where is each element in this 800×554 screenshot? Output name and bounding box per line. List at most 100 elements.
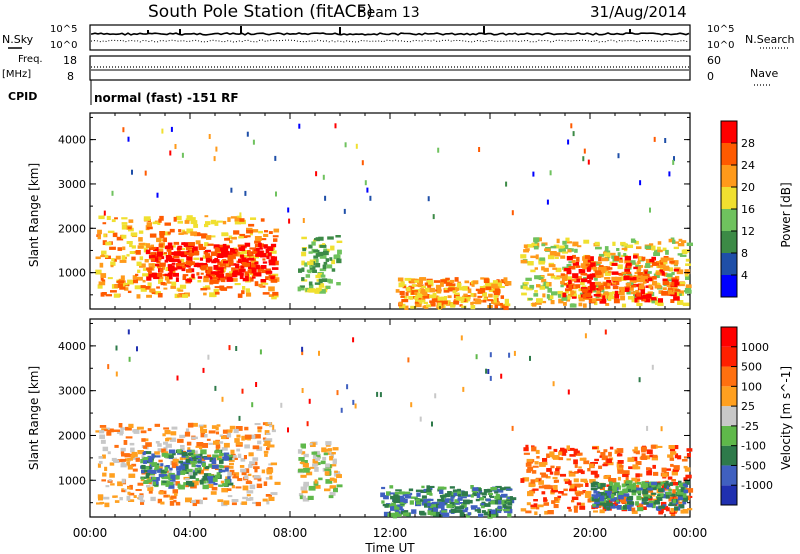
echo-cell	[547, 254, 555, 260]
echo-cell	[383, 511, 390, 517]
echo-cell	[255, 501, 261, 507]
echo-cell	[603, 475, 609, 479]
echo-cell	[191, 217, 196, 221]
echo-cell	[657, 506, 661, 512]
echo-cell	[606, 458, 612, 464]
echo-cell	[673, 465, 680, 470]
echo-cell	[331, 268, 336, 272]
echo-cell	[178, 251, 185, 256]
echo-cell	[171, 262, 176, 265]
echo-cell	[619, 464, 624, 468]
echo-cell	[130, 447, 135, 453]
velocity-echoes	[95, 329, 694, 519]
echo-cell	[120, 463, 127, 468]
echo-cell	[150, 472, 155, 476]
echo-cell	[221, 253, 228, 258]
echo-cell	[190, 220, 198, 225]
echo-cell	[555, 468, 560, 472]
echo-cell	[672, 239, 676, 244]
echo-cell	[671, 272, 675, 276]
echo-cell	[334, 470, 338, 473]
echo-cell	[618, 453, 623, 457]
echo-cell	[98, 215, 105, 220]
echo-cell	[543, 502, 550, 506]
echo-speckle	[427, 196, 430, 202]
echo-cell	[326, 264, 333, 269]
echo-cell	[170, 495, 177, 499]
echo-cell	[626, 485, 633, 489]
echo-cell	[161, 474, 168, 477]
echo-cell	[389, 492, 395, 495]
echo-cell	[594, 474, 600, 478]
echo-cell	[622, 470, 630, 476]
echo-cell	[242, 286, 246, 290]
echo-cell	[235, 486, 242, 489]
echo-cell	[185, 260, 192, 264]
echo-cell	[190, 231, 198, 236]
echo-cell	[447, 295, 452, 299]
echo-cell	[463, 293, 468, 296]
echo-speckle	[489, 352, 492, 358]
cpid-panel: CPID normal (fast) -151 RF	[8, 80, 239, 105]
echo-cell	[127, 226, 132, 229]
echo-cell	[117, 481, 123, 487]
echo-cell	[399, 506, 403, 511]
echo-cell	[550, 465, 555, 469]
echo-cell	[673, 246, 679, 250]
echo-cell	[525, 277, 532, 281]
echo-cell	[467, 288, 472, 294]
echo-cell	[170, 270, 176, 275]
echo-cell	[318, 283, 325, 288]
echo-cell	[658, 488, 664, 493]
echo-cell	[226, 429, 233, 432]
echo-cell	[680, 487, 685, 492]
echo-cell	[635, 461, 642, 466]
echo-cell	[455, 296, 461, 301]
echo-cell	[204, 433, 208, 438]
echo-cell	[202, 475, 208, 479]
echo-cell	[100, 277, 104, 281]
echo-cell	[395, 513, 402, 517]
echo-cell	[397, 496, 405, 501]
echo-cell	[165, 470, 169, 473]
echo-cell	[215, 426, 219, 431]
echo-cell	[329, 485, 335, 489]
echo-speckle	[431, 421, 433, 427]
echo-cell	[254, 468, 258, 473]
echo-cell	[172, 255, 180, 259]
echo-cell	[640, 283, 645, 287]
echo-cell	[479, 492, 483, 495]
echo-cell	[196, 464, 201, 468]
echo-cell	[611, 485, 618, 489]
echo-cell	[264, 282, 269, 285]
echo-cell	[631, 456, 638, 462]
echo-cell	[669, 502, 673, 506]
echo-cell	[526, 287, 533, 291]
echo-cell	[106, 431, 112, 436]
echo-cell	[191, 464, 196, 468]
echo-cell	[641, 453, 646, 458]
echo-cell	[563, 302, 567, 306]
echo-cell	[111, 219, 116, 223]
echo-cell	[302, 497, 310, 502]
echo-cell	[522, 285, 528, 290]
echo-cell	[256, 483, 263, 489]
xtick-label: 00:00	[673, 526, 708, 540]
echo-cell	[542, 458, 548, 462]
echo-speckle	[136, 346, 138, 352]
echo-cell	[181, 454, 189, 458]
echo-cell	[626, 504, 631, 510]
echo-cell	[198, 424, 205, 428]
echo-cell	[604, 294, 611, 299]
echo-cell	[424, 502, 432, 507]
echo-cell	[183, 482, 188, 486]
echo-cell	[629, 260, 636, 265]
echo-cell	[166, 469, 172, 475]
echo-cell	[169, 228, 175, 233]
echo-cell	[185, 218, 190, 222]
echo-speckle	[170, 126, 173, 132]
echo-cell	[571, 296, 577, 299]
echo-cell	[189, 475, 196, 479]
echo-cell	[173, 216, 177, 222]
echo-cell	[523, 281, 529, 285]
